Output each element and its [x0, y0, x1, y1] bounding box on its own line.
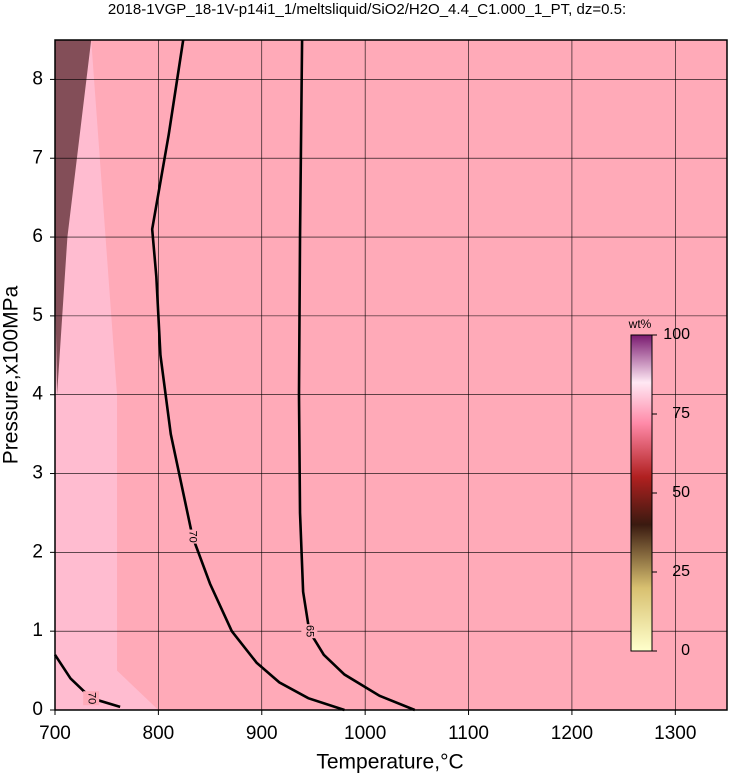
contour-label: 70 — [187, 530, 199, 542]
plot-area: 70 65 70 — [53, 39, 727, 712]
x-tick-label: 1100 — [448, 723, 489, 744]
x-tick-label: 700 — [39, 723, 71, 744]
y-tick-label: 8 — [32, 68, 43, 89]
y-tick-label: 2 — [32, 541, 43, 562]
shade-region — [55, 40, 159, 710]
colorbar-tick-label: 25 — [672, 563, 690, 580]
plot-frame — [54, 39, 728, 711]
x-tick-label: 1000 — [344, 723, 386, 744]
y-tick-label: 4 — [32, 384, 43, 405]
contour-line — [53, 654, 121, 709]
y-tick-label: 6 — [32, 226, 43, 247]
plot-background — [55, 40, 727, 710]
contour-label: 65 — [303, 625, 315, 637]
colorbar-tick-label: 75 — [672, 405, 690, 422]
contour-label-bg — [301, 624, 318, 639]
y-tick-label: 1 — [32, 620, 43, 641]
colorbar-tick-label: 100 — [663, 326, 690, 343]
x-tick-label: 1200 — [551, 723, 593, 744]
y-tick-label: 5 — [32, 305, 43, 326]
dark-band — [55, 40, 92, 395]
x-tick-label: 1300 — [654, 723, 696, 744]
contour-label: 70 — [85, 692, 97, 704]
colorbar-tick-label: 0 — [681, 642, 690, 659]
colorbar-label: wt% — [628, 317, 652, 331]
colorbar — [630, 334, 653, 652]
x-tick-label: 800 — [143, 723, 175, 744]
contour-label-bg — [184, 529, 201, 544]
colorbar-tick-label: 50 — [672, 484, 690, 501]
y-tick-label: 0 — [32, 699, 43, 720]
contour-line — [297, 39, 416, 712]
contour-label-bg — [83, 691, 100, 706]
y-axis-label: Pressure,x100MPa — [0, 285, 23, 464]
chart-title: 2018-1VGP_18-1V-p14i1_1/meltsliquid/SiO2… — [108, 1, 626, 18]
x-tick-label: 900 — [246, 723, 278, 744]
y-tick-label: 3 — [32, 463, 43, 484]
y-tick-label: 7 — [32, 147, 43, 168]
x-axis-label: Temperature,°C — [316, 751, 463, 774]
